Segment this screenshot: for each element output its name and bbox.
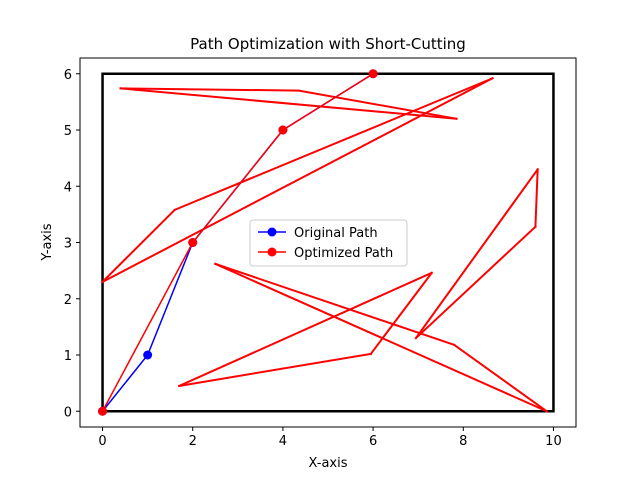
obstacle-segment: [177, 271, 434, 388]
x-tick-label: 6: [369, 434, 377, 449]
obstacle-segment: [534, 168, 539, 228]
y-tick-label: 4: [64, 180, 72, 195]
series-line-1: [101, 73, 374, 412]
obstacle-segment: [297, 89, 458, 120]
legend-box: [249, 219, 408, 267]
plot-area: [98, 69, 555, 416]
legend-label-1: Optimized Path: [294, 246, 393, 261]
axis-ticks: 0 2 4 6 8 10 0 1 2 3 4 5 6: [64, 68, 562, 449]
series-point-1: [278, 125, 288, 135]
obstacle-segment: [213, 262, 549, 413]
chart-title: Path Optimization with Short-Cutting: [190, 35, 466, 53]
obstacle-segment: [214, 262, 456, 347]
y-tick-label: 1: [64, 349, 72, 364]
obstacle-segment: [119, 87, 458, 120]
obstacle-segment: [101, 208, 177, 284]
x-tick-label: 0: [98, 434, 106, 449]
y-tick-label: 5: [64, 124, 72, 139]
legend-label-0: Original Path: [294, 226, 378, 241]
obstacle-segment: [119, 87, 300, 92]
y-axis-label: Y-axis: [40, 223, 55, 261]
obstacle-segment: [101, 76, 494, 284]
boundary-line: [101, 72, 555, 413]
x-tick-label: 8: [459, 434, 467, 449]
obstacle-segment: [414, 167, 540, 340]
y-tick-label: 3: [64, 237, 72, 252]
x-tick-label: 2: [189, 434, 197, 449]
legend-marker-1: [267, 247, 277, 257]
x-tick-label: 10: [545, 434, 562, 449]
x-tick-label: 4: [279, 434, 287, 449]
obstacle-segment: [414, 225, 537, 340]
series-point-1: [98, 406, 108, 416]
series-point-0: [143, 350, 153, 360]
obstacle-segment: [173, 76, 494, 212]
series-point-1: [188, 238, 198, 247]
y-tick-label: 6: [64, 68, 72, 83]
legend: Original Path Optimized Path: [249, 219, 408, 267]
y-tick-label: 2: [64, 293, 72, 308]
series-point-1: [368, 69, 378, 79]
legend-marker-0: [267, 227, 277, 237]
obstacle-segment: [369, 271, 434, 356]
obstacle-segment: [178, 352, 372, 388]
x-axis-label: X-axis: [309, 456, 348, 471]
y-tick-label: 0: [64, 405, 72, 420]
obstacle-segment: [452, 343, 549, 413]
